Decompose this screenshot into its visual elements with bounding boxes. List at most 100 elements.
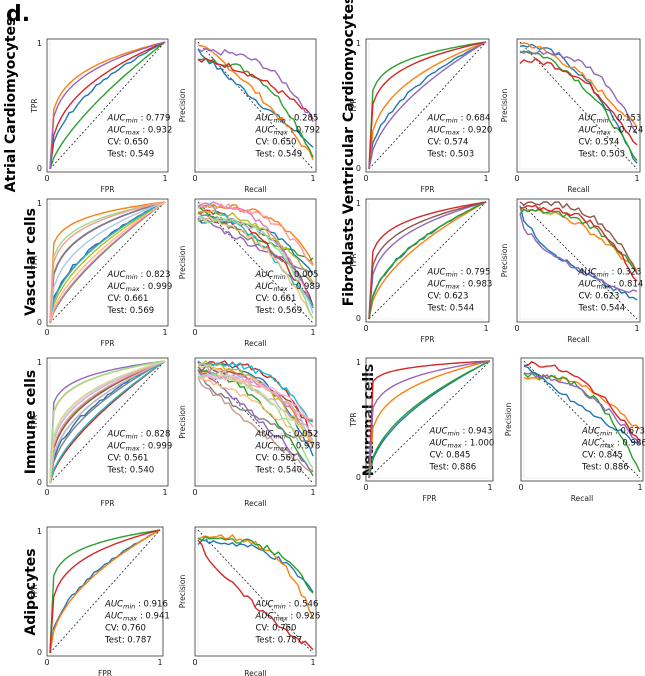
panel-label: d. [6, 2, 31, 27]
x-tick-label: 1 [634, 324, 639, 333]
pr-curve [197, 539, 314, 651]
roc-curve [49, 529, 161, 654]
auc-annotation: AUCmin : 0.546 [255, 599, 319, 610]
pr-curve [197, 204, 314, 308]
x-tick-label: 1 [310, 488, 315, 497]
roc-curve [368, 41, 487, 170]
x-tick-label: 0 [44, 174, 49, 183]
roc-curve [49, 360, 166, 484]
roc-frame [46, 526, 164, 657]
y-axis-label: Precision [178, 405, 187, 439]
x-tick-label: 1 [162, 488, 167, 497]
auc-annotation: AUCmin : 0.795 [427, 268, 491, 279]
pr-curve [523, 361, 641, 442]
auc-annotation: CV: 0.760 [105, 623, 146, 633]
auc-annotation: Test: 0.886 [429, 463, 477, 473]
roc-curve [49, 360, 166, 484]
roc-curve [49, 360, 166, 484]
auc-annotation: CV: 0.845 [430, 451, 471, 461]
auc-annotation: AUCmin : 0.916 [104, 599, 168, 610]
roc-curve [368, 41, 487, 170]
y-axis-label: TPR [349, 98, 358, 113]
y-axis-label: Precision [500, 89, 509, 123]
auc-annotation: Test: 0.540 [107, 466, 155, 476]
y-tick-label: 1 [356, 358, 361, 367]
pr-curve [197, 534, 314, 618]
auc-annotation: AUCmax : 1.000 [429, 439, 495, 450]
y-tick-label: 1 [37, 39, 42, 48]
x-tick-label: 1 [637, 483, 642, 492]
y-axis-label: TPR [30, 415, 39, 430]
roc-curve [49, 41, 166, 170]
x-tick-label: 0 [192, 328, 197, 337]
roc-curve [368, 360, 491, 479]
cell-type-label: Adipocytes [23, 548, 39, 635]
pr-frame [194, 526, 317, 657]
y-axis-label: Precision [500, 244, 509, 278]
auc-annotation: AUCmax : 0.986 [581, 439, 645, 450]
auc-annotation: CV: 0.574 [579, 138, 620, 148]
auc-annotation: AUCmax : 0.989 [255, 282, 321, 293]
pr-curve [519, 50, 638, 161]
y-tick-label: 0 [37, 164, 42, 173]
y-tick-label: 0 [356, 314, 361, 323]
pr-curve [519, 43, 638, 164]
auc-annotation: AUCmax : 0.978 [255, 442, 321, 453]
x-axis-label: FPR [422, 494, 436, 503]
pr-frame [516, 38, 641, 173]
auc-annotation: CV: 0.623 [428, 292, 469, 302]
pr-curve [520, 204, 638, 282]
x-tick-label: 1 [310, 658, 315, 667]
x-tick-label: 1 [157, 658, 162, 667]
pr-curve [197, 209, 314, 309]
auc-annotation: CV: 0.561 [256, 454, 297, 464]
y-axis-label: TPR [349, 253, 358, 268]
x-axis-label: FPR [98, 669, 112, 676]
auc-annotation: Test: 0.503 [578, 150, 626, 160]
roc-frame [365, 38, 490, 173]
x-tick-label: 1 [162, 174, 167, 183]
chance-line [368, 41, 487, 170]
y-tick-label: 1 [37, 358, 42, 367]
y-tick-label: 0 [356, 164, 361, 173]
y-tick-label: 1 [356, 199, 361, 208]
x-tick-label: 0 [363, 174, 368, 183]
pr-curve [197, 47, 314, 122]
x-tick-label: 1 [634, 174, 639, 183]
roc-curve [368, 201, 487, 320]
x-tick-label: 0 [44, 658, 49, 667]
x-tick-label: 0 [514, 174, 519, 183]
x-tick-label: 0 [192, 174, 197, 183]
x-axis-label: FPR [420, 185, 434, 194]
auc-annotation: CV: 0.650 [108, 138, 149, 148]
pr-curve [197, 360, 314, 448]
auc-annotation: CV: 0.574 [428, 138, 469, 148]
pr-curve [197, 364, 314, 438]
pr-curve [197, 201, 314, 308]
y-axis-label: TPR [349, 412, 358, 427]
pr-curve [197, 217, 314, 319]
roc-curve [49, 201, 166, 324]
auc-annotation: AUCmin : 0.052 [255, 430, 319, 441]
y-axis-label: TPR [30, 98, 39, 113]
auc-annotation: AUCmin : 0.684 [427, 114, 491, 125]
roc-curve [49, 41, 166, 170]
chance-line [368, 360, 491, 479]
roc-curve [49, 529, 161, 654]
chance-line [368, 201, 487, 320]
pr-curve [197, 203, 314, 267]
auc-annotation: AUCmin : 0.943 [429, 427, 493, 438]
auc-annotation: AUCmax : 0.999 [107, 442, 173, 453]
auc-annotation: AUCmin : 0.828 [107, 430, 171, 441]
